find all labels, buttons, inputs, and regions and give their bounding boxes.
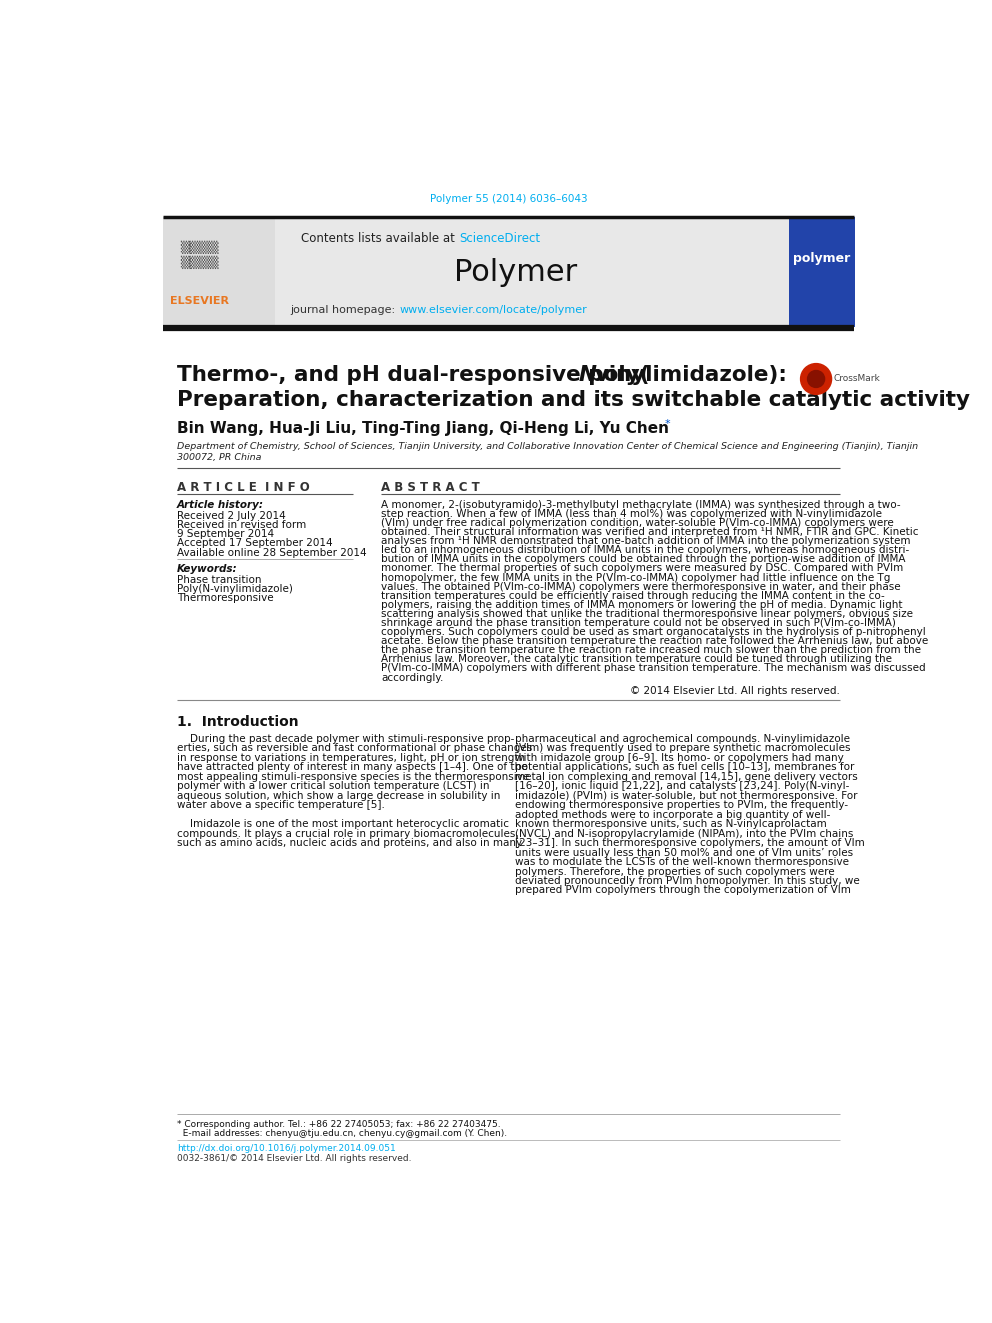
Text: Keywords:: Keywords: (177, 564, 237, 574)
Text: Imidazole is one of the most important heterocyclic aromatic: Imidazole is one of the most important h… (177, 819, 509, 830)
Text: Received 2 July 2014: Received 2 July 2014 (177, 511, 286, 521)
Text: compounds. It plays a crucial role in primary biomacromolecules,: compounds. It plays a crucial role in pr… (177, 828, 519, 839)
Text: A B S T R A C T: A B S T R A C T (381, 480, 480, 493)
Text: [23–31]. In such thermoresponsive copolymers, the amount of VIm: [23–31]. In such thermoresponsive copoly… (516, 839, 865, 848)
Text: obtained. Their structural information was verified and interpreted from ¹H NMR,: obtained. Their structural information w… (381, 527, 919, 537)
Text: (VIm) was frequently used to prepare synthetic macromolecules: (VIm) was frequently used to prepare syn… (516, 744, 851, 753)
Text: accordingly.: accordingly. (381, 672, 443, 683)
Text: deviated pronouncedly from PVIm homopolymer. In this study, we: deviated pronouncedly from PVIm homopoly… (516, 876, 860, 886)
Text: led to an inhomogeneous distribution of IMMA units in the copolymers, whereas ho: led to an inhomogeneous distribution of … (381, 545, 910, 556)
Text: Polymer 55 (2014) 6036–6043: Polymer 55 (2014) 6036–6043 (430, 193, 587, 204)
Text: polymers. Therefore, the properties of such copolymers were: polymers. Therefore, the properties of s… (516, 867, 835, 877)
Text: 9 September 2014: 9 September 2014 (177, 529, 274, 540)
Text: polymers, raising the addition times of IMMA monomers or lowering the pH of medi: polymers, raising the addition times of … (381, 599, 903, 610)
Text: Preparation, characterization and its switchable catalytic activity: Preparation, characterization and its sw… (177, 390, 970, 410)
Text: Bin Wang, Hua-Ji Liu, Ting-Ting Jiang, Qi-Heng Li, Yu Chen: Bin Wang, Hua-Ji Liu, Ting-Ting Jiang, Q… (177, 421, 669, 435)
Text: step reaction. When a few of IMMA (less than 4 mol%) was copolymerized with N-vi: step reaction. When a few of IMMA (less … (381, 509, 882, 519)
Text: polymer with a lower critical solution temperature (LCST) in: polymer with a lower critical solution t… (177, 782, 489, 791)
Text: http://dx.doi.org/10.1016/j.polymer.2014.09.051: http://dx.doi.org/10.1016/j.polymer.2014… (177, 1144, 396, 1154)
Text: CrossMark: CrossMark (833, 374, 880, 384)
Text: * Corresponding author. Tel.: +86 22 27405053; fax: +86 22 27403475.: * Corresponding author. Tel.: +86 22 274… (177, 1119, 500, 1129)
Text: journal homepage:: journal homepage: (291, 304, 399, 315)
Text: prepared PVIm copolymers through the copolymerization of VIm: prepared PVIm copolymers through the cop… (516, 885, 851, 896)
Text: *: * (665, 419, 670, 429)
Text: homopolymer, the few IMMA units in the P(VIm-co-IMMA) copolymer had little influ: homopolymer, the few IMMA units in the P… (381, 573, 891, 582)
Text: ▒▒▒▒
▒▒▒▒: ▒▒▒▒ ▒▒▒▒ (180, 241, 218, 270)
Text: Accepted 17 September 2014: Accepted 17 September 2014 (177, 538, 332, 548)
Text: potential applications, such as fuel cells [10–13], membranes for: potential applications, such as fuel cel… (516, 762, 855, 773)
Text: Phase transition: Phase transition (177, 574, 261, 585)
Text: endowing thermoresponsive properties to PVIm, the frequently-: endowing thermoresponsive properties to … (516, 800, 848, 810)
Text: polymer: polymer (793, 253, 850, 266)
Text: in response to variations in temperatures, light, pH or ion strength: in response to variations in temperature… (177, 753, 525, 763)
Text: Thermoresponsive: Thermoresponsive (177, 593, 274, 603)
Text: most appealing stimuli-responsive species is the thermoresponsive: most appealing stimuli-responsive specie… (177, 771, 529, 782)
Text: ScienceDirect: ScienceDirect (458, 232, 540, 245)
Text: ELSEVIER: ELSEVIER (170, 296, 229, 306)
FancyBboxPatch shape (789, 217, 855, 327)
Text: www.elsevier.com/locate/polymer: www.elsevier.com/locate/polymer (399, 304, 587, 315)
Text: Contents lists available at: Contents lists available at (302, 232, 458, 245)
Text: Poly(N-vinylimidazole): Poly(N-vinylimidazole) (177, 583, 293, 594)
Text: A monomer, 2-(isobutyramido)-3-methylbutyl methacrylate (IMMA) was synthesized t: A monomer, 2-(isobutyramido)-3-methylbut… (381, 500, 901, 509)
Text: analyses from ¹H NMR demonstrated that one-batch addition of IMMA into the polym: analyses from ¹H NMR demonstrated that o… (381, 536, 911, 546)
Text: 1.  Introduction: 1. Introduction (177, 716, 299, 729)
Text: units were usually less than 50 mol% and one of VIm units’ roles: units were usually less than 50 mol% and… (516, 848, 853, 857)
Text: metal ion complexing and removal [14,15], gene delivery vectors: metal ion complexing and removal [14,15]… (516, 771, 858, 782)
Text: transition temperatures could be efficiently raised through reducing the IMMA co: transition temperatures could be efficie… (381, 591, 885, 601)
Text: P(VIm-co-IMMA) copolymers with different phase transition temperature. The mecha: P(VIm-co-IMMA) copolymers with different… (381, 663, 926, 673)
Text: [16–20], ionic liquid [21,22], and catalysts [23,24]. Poly(N-vinyl-: [16–20], ionic liquid [21,22], and catal… (516, 782, 850, 791)
Text: acetate. Below the phase transition temperature the reaction rate followed the A: acetate. Below the phase transition temp… (381, 636, 929, 646)
Text: adopted methods were to incorporate a big quantity of well-: adopted methods were to incorporate a bi… (516, 810, 830, 820)
Text: monomer. The thermal properties of such copolymers were measured by DSC. Compare: monomer. The thermal properties of such … (381, 564, 904, 573)
Text: aqueous solution, which show a large decrease in solubility in: aqueous solution, which show a large dec… (177, 791, 500, 800)
Text: was to modulate the LCSTs of the well-known thermoresponsive: was to modulate the LCSTs of the well-kn… (516, 857, 849, 867)
Text: 300072, PR China: 300072, PR China (177, 452, 261, 462)
Text: E-mail addresses: chenyu@tju.edu.cn, chenyu.cy@gmail.com (Y. Chen).: E-mail addresses: chenyu@tju.edu.cn, che… (177, 1129, 507, 1138)
Text: N: N (578, 365, 596, 385)
Text: © 2014 Elsevier Ltd. All rights reserved.: © 2014 Elsevier Ltd. All rights reserved… (630, 687, 840, 696)
Text: Received in revised form: Received in revised form (177, 520, 306, 531)
Text: 0032-3861/© 2014 Elsevier Ltd. All rights reserved.: 0032-3861/© 2014 Elsevier Ltd. All right… (177, 1154, 412, 1163)
Circle shape (801, 364, 831, 394)
Text: bution of IMMA units in the copolymers could be obtained through the portion-wis: bution of IMMA units in the copolymers c… (381, 554, 906, 565)
Text: erties, such as reversible and fast conformational or phase changes: erties, such as reversible and fast conf… (177, 744, 532, 753)
Text: (VIm) under free radical polymerization condition, water-soluble P(VIm-co-IMMA) : (VIm) under free radical polymerization … (381, 519, 894, 528)
Text: pharmaceutical and agrochemical compounds. N-vinylimidazole: pharmaceutical and agrochemical compound… (516, 734, 850, 744)
Text: scattering analysis showed that unlike the traditional thermoresponsive linear p: scattering analysis showed that unlike t… (381, 609, 914, 619)
Text: -vinylimidazole):: -vinylimidazole): (586, 365, 788, 385)
Text: (NVCL) and N-isopropylacrylamide (NIPAm), into the PVIm chains: (NVCL) and N-isopropylacrylamide (NIPAm)… (516, 828, 854, 839)
Text: Article history:: Article history: (177, 500, 264, 509)
FancyBboxPatch shape (163, 217, 275, 327)
Text: the phase transition temperature the reaction rate increased much slower than th: the phase transition temperature the rea… (381, 646, 922, 655)
Text: water above a specific temperature [5].: water above a specific temperature [5]. (177, 800, 385, 810)
Text: shrinkage around the phase transition temperature could not be observed in such : shrinkage around the phase transition te… (381, 618, 896, 628)
Text: with imidazole group [6–9]. Its homo- or copolymers had many: with imidazole group [6–9]. Its homo- or… (516, 753, 844, 763)
Text: Department of Chemistry, School of Sciences, Tianjin University, and Collaborati: Department of Chemistry, School of Scien… (177, 442, 918, 451)
Text: copolymers. Such copolymers could be used as smart organocatalysts in the hydrol: copolymers. Such copolymers could be use… (381, 627, 927, 638)
Circle shape (807, 370, 824, 388)
Text: Polymer: Polymer (453, 258, 577, 287)
Text: A R T I C L E  I N F O: A R T I C L E I N F O (177, 480, 310, 493)
FancyBboxPatch shape (163, 217, 855, 327)
Text: Thermo-, and pH dual-responsive poly(: Thermo-, and pH dual-responsive poly( (177, 365, 649, 385)
Text: values. The obtained P(VIm-co-IMMA) copolymers were thermoresponsive in water, a: values. The obtained P(VIm-co-IMMA) copo… (381, 582, 901, 591)
Text: known thermoresponsive units, such as N-vinylcaprolactam: known thermoresponsive units, such as N-… (516, 819, 827, 830)
Text: have attracted plenty of interest in many aspects [1–4]. One of the: have attracted plenty of interest in man… (177, 762, 527, 773)
Text: During the past decade polymer with stimuli-responsive prop-: During the past decade polymer with stim… (177, 734, 514, 744)
Text: imidazole) (PVIm) is water-soluble, but not thermoresponsive. For: imidazole) (PVIm) is water-soluble, but … (516, 791, 858, 800)
Text: Available online 28 September 2014: Available online 28 September 2014 (177, 548, 366, 557)
Text: such as amino acids, nucleic acids and proteins, and also in many: such as amino acids, nucleic acids and p… (177, 839, 522, 848)
Text: Arrhenius law. Moreover, the catalytic transition temperature could be tuned thr: Arrhenius law. Moreover, the catalytic t… (381, 655, 892, 664)
